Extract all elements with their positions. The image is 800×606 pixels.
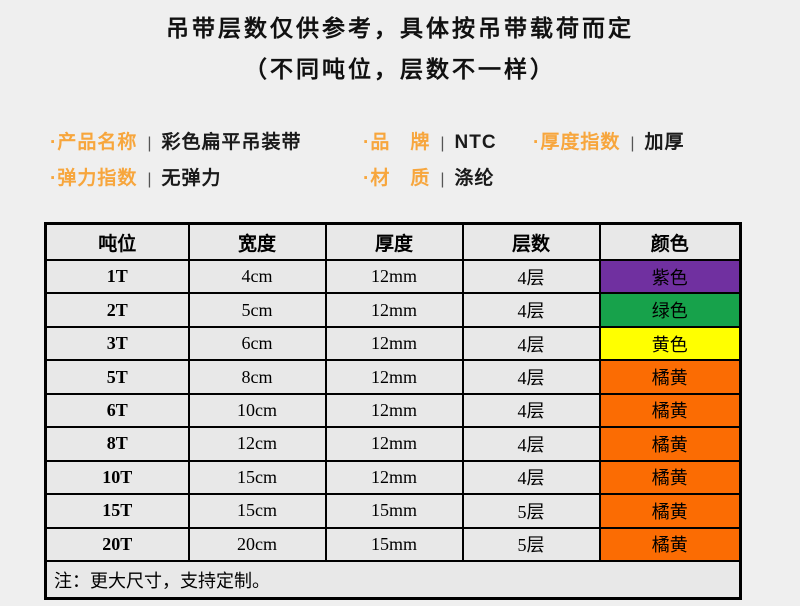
attr-label: 材 质 [370, 168, 431, 189]
layers-cell: 4层 [461, 392, 601, 429]
color-swatch-cell: 橘黄 [598, 526, 742, 562]
page-title: 吊带层数仅供参考，具体按吊带载荷而定 （不同吨位，层数不一样） [0, 8, 800, 90]
table-row: 8T 12cm 12mm 4层 橘黄 [44, 426, 742, 462]
table-row: 2T 5cm 12mm 4层 绿色 [44, 292, 742, 328]
color-swatch-cell: 橘黄 [598, 359, 742, 395]
table-header-row: 吨位 宽度 厚度 层数 颜色 [44, 222, 742, 261]
attr-value: 加厚 [644, 132, 685, 153]
attr-label: 产品名称 [57, 132, 138, 153]
width-cell: 12cm [187, 426, 327, 462]
tonnage-cell: 2T [44, 292, 190, 328]
thickness-cell: 12mm [324, 292, 464, 328]
width-cell: 10cm [187, 392, 327, 429]
attr-separator: | [147, 171, 152, 188]
attr-label: 厚度指数 [540, 132, 621, 153]
layers-cell: 5层 [461, 526, 601, 562]
table-row: 10T 15cm 12mm 4层 橘黄 [44, 459, 742, 496]
layers-cell: 4层 [461, 459, 601, 496]
bullet-dot-icon: · [50, 168, 57, 189]
layers-cell: 4层 [461, 359, 601, 395]
attr-product-name: ·产品名称 | 彩色扁平吊装带 [50, 131, 302, 156]
attr-label: 品 牌 [370, 132, 431, 153]
title-line-1: 吊带层数仅供参考，具体按吊带载荷而定 [166, 15, 634, 41]
thickness-cell: 12mm [324, 392, 464, 429]
bullet-dot-icon: · [50, 132, 57, 153]
tonnage-cell: 8T [44, 426, 190, 462]
tonnage-cell: 5T [44, 359, 190, 395]
width-cell: 20cm [187, 526, 327, 562]
color-swatch-cell: 绿色 [598, 292, 742, 328]
attr-value: 彩色扁平吊装带 [161, 132, 302, 153]
width-cell: 6cm [187, 325, 327, 362]
thickness-cell: 12mm [324, 258, 464, 295]
layers-cell: 4层 [461, 426, 601, 462]
thickness-cell: 12mm [324, 325, 464, 362]
width-cell: 15cm [187, 493, 327, 529]
attr-label: 弹力指数 [57, 168, 138, 189]
attr-separator: | [147, 135, 152, 152]
table-row: 6T 10cm 12mm 4层 橘黄 [44, 392, 742, 429]
layers-cell: 5层 [461, 493, 601, 529]
layers-cell: 4层 [461, 258, 601, 295]
attr-value: 无弹力 [161, 168, 222, 189]
tonnage-cell: 1T [44, 258, 190, 295]
table-row: 1T 4cm 12mm 4层 紫色 [44, 258, 742, 295]
attr-thickness-index: ·厚度指数 | 加厚 [533, 131, 685, 156]
attr-brand: ·品 牌 | NTC [363, 131, 497, 156]
title-line-2: （不同吨位，层数不一样） [244, 56, 556, 82]
header-layers: 层数 [461, 222, 601, 261]
attr-value: NTC [454, 132, 497, 153]
attr-separator: | [440, 135, 445, 152]
color-swatch-cell: 紫色 [598, 258, 742, 295]
table-note: 注：更大尺寸，支持定制。 [44, 560, 742, 600]
color-swatch-cell: 橘黄 [598, 493, 742, 529]
bullet-dot-icon: · [363, 132, 370, 153]
attr-separator: | [440, 171, 445, 188]
color-swatch-cell: 橘黄 [598, 426, 742, 462]
header-color: 颜色 [598, 222, 742, 261]
table-note-row: 注：更大尺寸，支持定制。 [44, 560, 742, 600]
thickness-cell: 12mm [324, 359, 464, 395]
thickness-cell: 15mm [324, 493, 464, 529]
bullet-dot-icon: · [363, 168, 370, 189]
thickness-cell: 15mm [324, 526, 464, 562]
table-row: 20T 20cm 15mm 5层 橘黄 [44, 526, 742, 562]
thickness-cell: 12mm [324, 459, 464, 496]
bullet-dot-icon: · [533, 132, 540, 153]
layers-cell: 4层 [461, 292, 601, 328]
table-row: 5T 8cm 12mm 4层 橘黄 [44, 359, 742, 395]
table-row: 15T 15cm 15mm 5层 橘黄 [44, 493, 742, 529]
width-cell: 8cm [187, 359, 327, 395]
thickness-cell: 12mm [324, 426, 464, 462]
tonnage-cell: 20T [44, 526, 190, 562]
attr-value: 涤纶 [454, 168, 495, 189]
header-thickness: 厚度 [324, 222, 464, 261]
tonnage-cell: 3T [44, 325, 190, 362]
table-row: 3T 6cm 12mm 4层 黄色 [44, 325, 742, 362]
attr-elasticity-index: ·弹力指数 | 无弹力 [50, 167, 222, 192]
tonnage-cell: 10T [44, 459, 190, 496]
width-cell: 15cm [187, 459, 327, 496]
color-swatch-cell: 橘黄 [598, 459, 742, 496]
layers-cell: 4层 [461, 325, 601, 362]
color-swatch-cell: 黄色 [598, 325, 742, 362]
attr-material: ·材 质 | 涤纶 [363, 167, 495, 192]
attr-separator: | [630, 135, 635, 152]
spec-table: 吨位 宽度 厚度 层数 颜色 1T 4cm 12mm 4层 紫色 2T [44, 222, 742, 600]
tonnage-cell: 6T [44, 392, 190, 429]
header-tonnage: 吨位 [44, 222, 190, 261]
width-cell: 4cm [187, 258, 327, 295]
color-swatch-cell: 橘黄 [598, 392, 742, 429]
tonnage-cell: 15T [44, 493, 190, 529]
header-width: 宽度 [187, 222, 327, 261]
width-cell: 5cm [187, 292, 327, 328]
